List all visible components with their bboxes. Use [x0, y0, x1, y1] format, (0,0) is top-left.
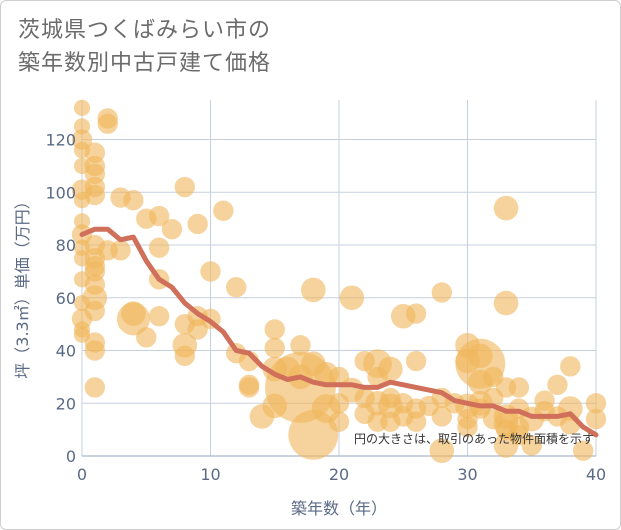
bubble-point — [508, 377, 530, 398]
bubble-point — [405, 303, 427, 324]
bubble-point — [547, 374, 568, 395]
bubble-point — [148, 306, 170, 327]
chart-title: 茨城県つくばみらい市の 築年数別中古戸建て価格 — [18, 14, 271, 80]
bubble-point — [405, 411, 427, 432]
x-tick-label: 30 — [457, 465, 477, 484]
bubble-point — [572, 440, 594, 461]
bubble-point — [226, 277, 247, 298]
bubble-point — [187, 213, 208, 235]
y-tick-label: 80 — [56, 236, 76, 255]
trend-line — [79, 226, 599, 438]
bubble-point — [405, 350, 427, 372]
x-tick-label: 0 — [77, 465, 87, 484]
bubble-point — [521, 435, 542, 456]
bubble-point — [123, 190, 144, 211]
bubble-point — [301, 277, 326, 303]
bubble-point — [84, 340, 106, 361]
y-tick-label: 40 — [56, 342, 76, 361]
y-axis-label: 坪（3.3㎡）単価（万円） — [13, 193, 32, 378]
bubble-point — [493, 195, 519, 221]
bubble-point — [73, 99, 91, 117]
x-axis-label: 築年数（年） — [291, 499, 387, 518]
y-tick-label: 60 — [56, 289, 76, 308]
bubble-point — [136, 327, 157, 348]
bubble-point — [148, 205, 170, 227]
bubble-point — [174, 345, 195, 366]
bubbles — [71, 99, 607, 464]
bubble-point — [585, 408, 607, 430]
title-line-2: 築年数別中古戸建て価格 — [18, 51, 272, 76]
y-tick-label: 20 — [56, 394, 76, 413]
x-tick-label: 40 — [586, 465, 606, 484]
size-note: 円の大きさは、取引のあった物件面積を示す — [354, 431, 594, 446]
bubble-point — [290, 335, 311, 356]
y-tick-label: 0 — [66, 447, 76, 466]
bubble-point — [238, 377, 260, 398]
bubble-point — [560, 356, 581, 377]
bubble-point — [429, 438, 455, 464]
bubble-point — [493, 290, 519, 316]
trend-path — [79, 226, 599, 438]
bubble-point — [457, 416, 478, 438]
bubble-point — [110, 240, 131, 261]
tick-labels: 0 10 20 30 40 0 20 40 60 80 100 120 — [45, 131, 606, 484]
bubble-point — [431, 406, 452, 427]
bubble-point — [378, 356, 403, 382]
bubble-point — [174, 176, 195, 198]
bubble-point — [328, 411, 350, 432]
title-line-1: 茨城県つくばみらい市の — [18, 18, 272, 43]
bubble-point — [200, 261, 221, 282]
bubble-point — [84, 184, 106, 206]
x-tick-label: 20 — [329, 465, 349, 484]
bubble-point — [264, 319, 285, 340]
bubble-point — [148, 237, 170, 258]
y-tick-label: 120 — [45, 131, 76, 150]
bubble-point — [264, 337, 285, 359]
bubble-point — [339, 285, 365, 311]
y-tick-label: 100 — [45, 183, 76, 202]
x-tick-label: 10 — [200, 465, 220, 484]
bubble-point — [84, 377, 106, 398]
bubble-point — [213, 200, 234, 221]
grid-lines — [81, 100, 597, 457]
bubble-point — [97, 113, 118, 134]
bubble-point — [161, 219, 183, 240]
bubble-point — [431, 282, 452, 303]
bubble-point — [116, 302, 150, 336]
bubble-point — [84, 300, 106, 322]
bubble-point — [585, 393, 607, 414]
